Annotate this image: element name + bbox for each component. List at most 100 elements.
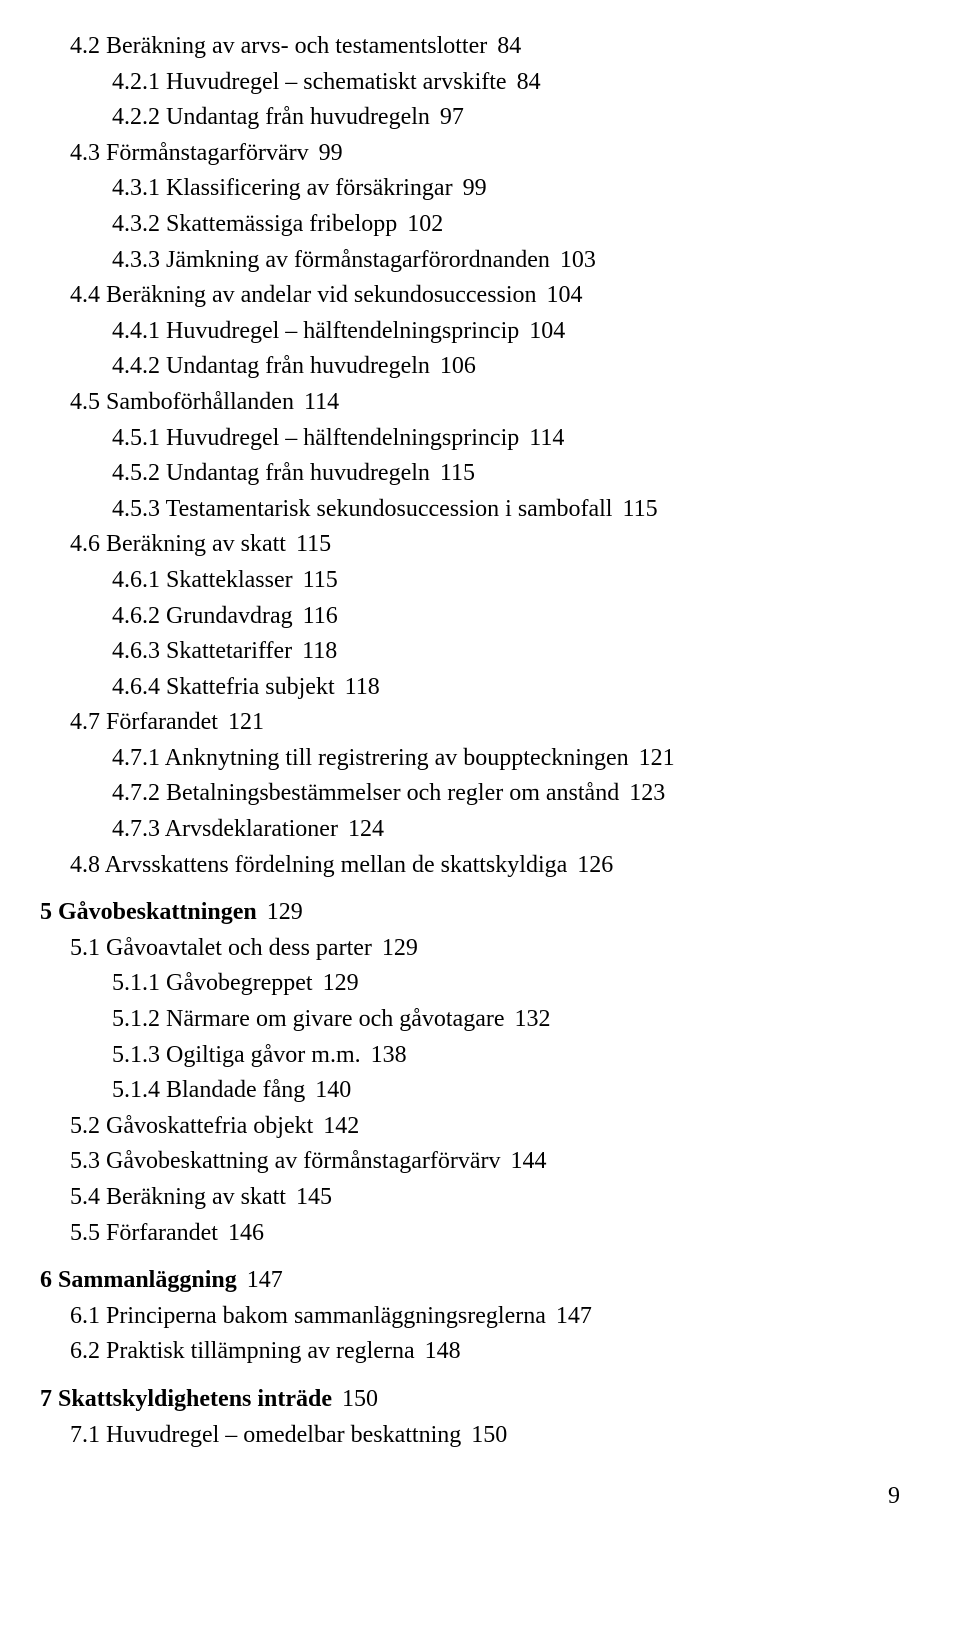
toc-entry-title: Gåvobegreppet	[166, 970, 313, 996]
toc-entry-title: Principerna bakom sammanläggningsreglern…	[106, 1303, 546, 1329]
toc-entry-page: 123	[629, 780, 665, 806]
toc-entry-number: 4.5.3	[112, 496, 160, 522]
toc-entry-number: 4.3.3	[112, 247, 160, 273]
toc-entry-title: Blandade fång	[166, 1077, 305, 1103]
toc-entry: 5.1.1 Gåvobegreppet 129	[40, 967, 900, 1001]
toc-entry-number: 4.2	[70, 33, 100, 59]
toc-entry-number: 5.1.2	[112, 1006, 160, 1032]
toc-entry: 6.2 Praktisk tillämpning av reglerna148	[40, 1335, 900, 1369]
toc-entry: 4.4.1 Huvudregel – hälftendelningsprinci…	[40, 315, 900, 349]
toc-entry-page: 99	[319, 140, 343, 166]
toc-entry-title: Undantag från huvudregeln	[166, 460, 430, 486]
toc-entry-number: 4.3.2	[112, 211, 160, 237]
toc-entry-title: Praktisk tillämpning av reglerna	[106, 1338, 415, 1364]
toc-entry-title: Arvsdeklarationer	[165, 816, 338, 842]
toc-entry: 4.8 Arvsskattens fördelning mellan de sk…	[40, 849, 900, 883]
toc-entry-number: 4.5.2	[112, 460, 160, 486]
toc-entry: 4.7.1 Anknytning till registrering av bo…	[40, 742, 900, 776]
toc-entry-page: 118	[345, 674, 380, 700]
toc-entry-title: Skattskyldighetens inträde	[58, 1386, 332, 1412]
toc-entry-page: 140	[315, 1077, 351, 1103]
toc-entry-page: 115	[296, 531, 331, 557]
toc-entry-title: Beräkning av skatt	[106, 1184, 286, 1210]
toc-entry-page: 129	[267, 899, 303, 925]
toc-entry-page: 118	[302, 638, 337, 664]
toc-entry-title: Förfarandet	[106, 1220, 218, 1246]
toc-entry-number: 5.1.1	[112, 970, 160, 996]
toc-entry-number: 5.3	[70, 1148, 100, 1174]
toc-entry-page: 102	[407, 211, 443, 237]
toc-entry-number: 4.4.2	[112, 353, 160, 379]
toc-entry-page: 150	[471, 1422, 507, 1448]
toc-entry-page: 124	[348, 816, 384, 842]
toc-entry-title: Gåvobeskattningen	[58, 899, 257, 925]
toc-entry-number: 4.5	[70, 389, 100, 415]
toc-entry-page: 121	[228, 709, 264, 735]
toc-entry: 4.2 Beräkning av arvs- och testamentslot…	[40, 30, 900, 64]
toc-entry-page: 104	[529, 318, 565, 344]
toc-entry-number: 5.5	[70, 1220, 100, 1246]
toc-entry-page: 126	[577, 852, 613, 878]
toc-entry: 5.3 Gåvobeskattning av förmånstagarförvä…	[40, 1145, 900, 1179]
toc-entry-page: 129	[382, 935, 418, 961]
toc-entry-title: Beräkning av skatt	[106, 531, 286, 557]
toc-entry-page: 147	[556, 1303, 592, 1329]
toc-entry-title: Beräkning av arvs- och testamentslotter	[106, 33, 487, 59]
toc-entry: 4.7 Förfarandet121	[40, 706, 900, 740]
toc-entry-number: 4.6.3	[112, 638, 160, 664]
toc-entry-number: 4.2.2	[112, 104, 160, 130]
toc-entry-title: Förmånstagarförvärv	[106, 140, 309, 166]
toc-entry: 5.4 Beräkning av skatt145	[40, 1181, 900, 1215]
toc-entry-number: 5	[40, 899, 52, 925]
toc-entry-title: Skattefria subjekt	[166, 674, 335, 700]
toc-entry: 4.5.3 Testamentarisk sekundosuccession i…	[40, 493, 900, 527]
toc-entry: 4.4.2 Undantag från huvudregeln106	[40, 350, 900, 384]
page-number: 9	[40, 1480, 900, 1514]
toc-entry-page: 114	[529, 425, 564, 451]
toc-entry-page: 150	[342, 1386, 378, 1412]
toc-entry: 4.2.2 Undantag från huvudregeln97	[40, 101, 900, 135]
toc-entry-title: Gåvoavtalet och dess parter	[106, 935, 372, 961]
toc-entry-number: 4.5.1	[112, 425, 160, 451]
toc-entry-title: Sammanläggning	[58, 1267, 237, 1293]
toc-entry-title: Närmare om givare och gåvotagare	[166, 1006, 505, 1032]
toc-entry-title: Arvsskattens fördelning mellan de skatts…	[105, 852, 568, 878]
toc-entry-number: 4.6.1	[112, 567, 160, 593]
toc-entry-page: 129	[323, 970, 359, 996]
toc-entry-page: 114	[304, 389, 339, 415]
toc-entry: 4.6.2 Grundavdrag116	[40, 600, 900, 634]
toc-entry-number: 4.6	[70, 531, 100, 557]
toc-entry-page: 132	[515, 1006, 551, 1032]
toc-entry: 4.7.2 Betalningsbestämmelser och regler …	[40, 777, 900, 811]
toc-entry-page: 104	[547, 282, 583, 308]
toc-entry: 5.1.2 Närmare om givare och gåvotagare 13…	[40, 1003, 900, 1037]
toc-entry: 6 Sammanläggning147	[40, 1264, 900, 1298]
toc-entry: 5.1.4 Blandade fång140	[40, 1074, 900, 1108]
toc-entry-title: Skattetariffer	[166, 638, 292, 664]
toc-entry-page: 115	[440, 460, 475, 486]
toc-entry: 5.1.3 Ogiltiga gåvor m.m.138	[40, 1039, 900, 1073]
toc-entry-title: Gåvobeskattning av förmånstagarförvärv	[106, 1148, 501, 1174]
toc-entry-title: Skatteklasser	[166, 567, 293, 593]
toc-entry-number: 6.1	[70, 1303, 100, 1329]
toc-entry: 5.1 Gåvoavtalet och dess parter129	[40, 932, 900, 966]
toc-entry-number: 4.6.4	[112, 674, 160, 700]
toc-entry-number: 4.4.1	[112, 318, 160, 344]
toc-entry-page: 97	[440, 104, 464, 130]
toc-entry: 5.5 Förfarandet146	[40, 1217, 900, 1251]
toc-entry-number: 6.2	[70, 1338, 100, 1364]
toc-entry: 4.6.3 Skattetariffer 118	[40, 635, 900, 669]
toc-entry-title: Anknytning till registrering av boupptec…	[165, 745, 629, 771]
toc-entry-title: Skattemässiga fribelopp	[166, 211, 397, 237]
toc-entry: 4.5 Samboförhållanden114	[40, 386, 900, 420]
toc-entry-page: 147	[247, 1267, 283, 1293]
toc-entry: 4.7.3 Arvsdeklarationer124	[40, 813, 900, 847]
toc-entry: 4.3.3 Jämkning av förmånstagarförordnand…	[40, 244, 900, 278]
toc-entry-page: 84	[497, 33, 521, 59]
toc-entry: 7.1 Huvudregel – omedelbar beskattning15…	[40, 1419, 900, 1453]
toc-entry: 4.6 Beräkning av skatt 115	[40, 528, 900, 562]
toc-entry-page: 121	[639, 745, 675, 771]
toc-entry-title: Betalningsbestämmelser och regler om ans…	[166, 780, 619, 806]
toc-entry-page: 144	[511, 1148, 547, 1174]
toc-entry-title: Ogiltiga gåvor m.m.	[166, 1042, 361, 1068]
